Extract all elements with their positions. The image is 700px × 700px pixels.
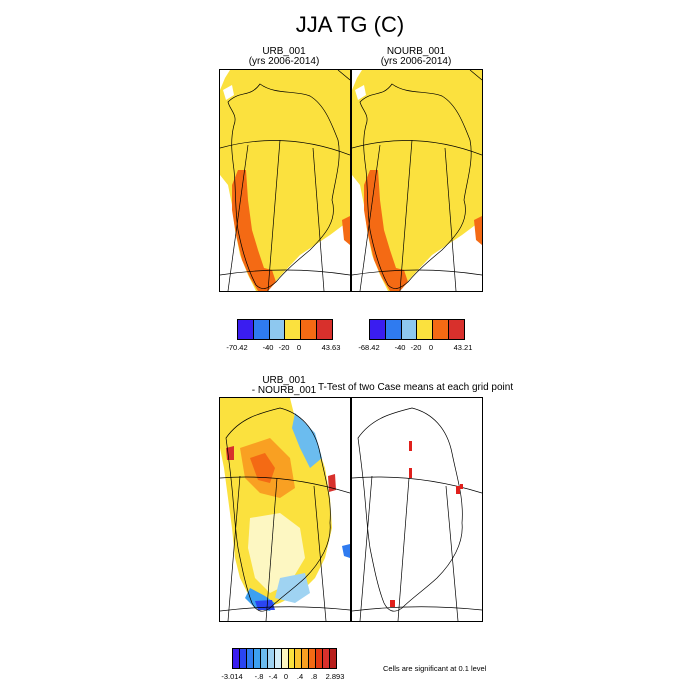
panel2-title-line2: (yrs 2006-2014) [380, 56, 452, 67]
colorbar-difference-labels: -3.014 -.8 -.4 0 .4 .8 2.893 [221, 672, 344, 682]
colorbar-difference-label: .4 [296, 672, 304, 681]
colorbar-urb-label: -40 [262, 343, 274, 352]
colorbar-nourb-swatch [417, 320, 434, 339]
colorbar-urb-swatch [301, 320, 318, 339]
significant-cells [390, 441, 463, 607]
colorbar-difference-label: 0 [283, 672, 289, 681]
colorbar-nourb-labels: -68.42 -40 -20 0 43.21 [358, 343, 472, 353]
panel2-title-line1: NOURB_001 [386, 46, 446, 57]
colorbar-urb-label: 0 [296, 343, 302, 352]
colorbar-difference-swatch [253, 649, 261, 668]
significance-note: Cells are significant at 0.1 level [383, 664, 487, 673]
colorbar-difference-swatch [260, 649, 268, 668]
map-panel-nourb [351, 69, 483, 292]
colorbar-urb [237, 319, 333, 340]
colorbar-nourb-label: 43.21 [453, 343, 473, 352]
colorbar-difference-swatch [274, 649, 282, 668]
colorbar-difference-swatch [233, 649, 240, 668]
colorbar-difference-swatch [323, 649, 331, 668]
figure-title: JJA TG (C) [295, 12, 405, 37]
colorbar-difference-label: -3.014 [221, 672, 243, 681]
panel3-title-line2: - NOURB_001 [251, 385, 317, 396]
colorbar-nourb-swatch [370, 320, 386, 339]
colorbar-difference-swatch [330, 649, 337, 668]
panel1-title-line1: URB_001 [262, 46, 306, 57]
colorbar-nourb [369, 319, 465, 340]
map-panel-difference [219, 397, 351, 622]
map-nourb-svg [352, 70, 482, 291]
colorbar-difference-swatch [316, 649, 324, 668]
colorbar-nourb-label: -40 [394, 343, 406, 352]
colorbar-urb-swatch [285, 320, 302, 339]
colorbar-difference-label: -.8 [254, 672, 264, 681]
map-difference-svg [220, 398, 350, 621]
colorbar-difference-swatch [309, 649, 317, 668]
map-urb-svg [220, 70, 350, 291]
panel3-title: URB_001 - NOURB_001 [219, 376, 349, 396]
colorbar-urb-swatch [253, 320, 270, 339]
colorbar-nourb-swatch [433, 320, 450, 339]
colorbar-nourb-swatch [449, 320, 464, 339]
colorbar-difference-label: .8 [310, 672, 318, 681]
colorbar-nourb-swatch [401, 320, 418, 339]
map-panel-ttest [351, 397, 483, 622]
colorbar-difference-swatch [295, 649, 303, 668]
panel4-title: T-Test of two Case means at each grid po… [318, 382, 514, 393]
colorbar-difference [232, 648, 337, 669]
map-panel-urb [219, 69, 351, 292]
map-ttest-svg [352, 407, 482, 621]
colorbar-urb-label: -20 [278, 343, 290, 352]
panel1-title-line2: (yrs 2006-2014) [248, 56, 320, 67]
panel1-title: URB_001 (yrs 2006-2014) [219, 47, 349, 67]
colorbar-urb-swatch [317, 320, 332, 339]
colorbar-difference-label: 2.893 [325, 672, 345, 681]
colorbar-urb-swatch [269, 320, 286, 339]
colorbar-difference-swatch [281, 649, 289, 668]
colorbar-urb-labels: -70.42 -40 -20 0 43.63 [226, 343, 340, 353]
panel2-title: NOURB_001 (yrs 2006-2014) [351, 47, 481, 67]
colorbar-difference-swatch [302, 649, 310, 668]
colorbar-nourb-label: 0 [428, 343, 434, 352]
colorbar-urb-label: 43.63 [321, 343, 341, 352]
colorbar-nourb-label: -68.42 [358, 343, 380, 352]
colorbar-nourb-swatch [385, 320, 402, 339]
panel3-title-line1: URB_001 [262, 375, 306, 386]
colorbar-urb-label: -70.42 [226, 343, 248, 352]
colorbar-urb-swatch [238, 320, 254, 339]
colorbar-difference-swatch [267, 649, 275, 668]
colorbar-difference-swatch [239, 649, 247, 668]
colorbar-nourb-label: -20 [410, 343, 422, 352]
colorbar-difference-label: -.4 [268, 672, 278, 681]
colorbar-difference-swatch [288, 649, 296, 668]
colorbar-difference-swatch [246, 649, 254, 668]
